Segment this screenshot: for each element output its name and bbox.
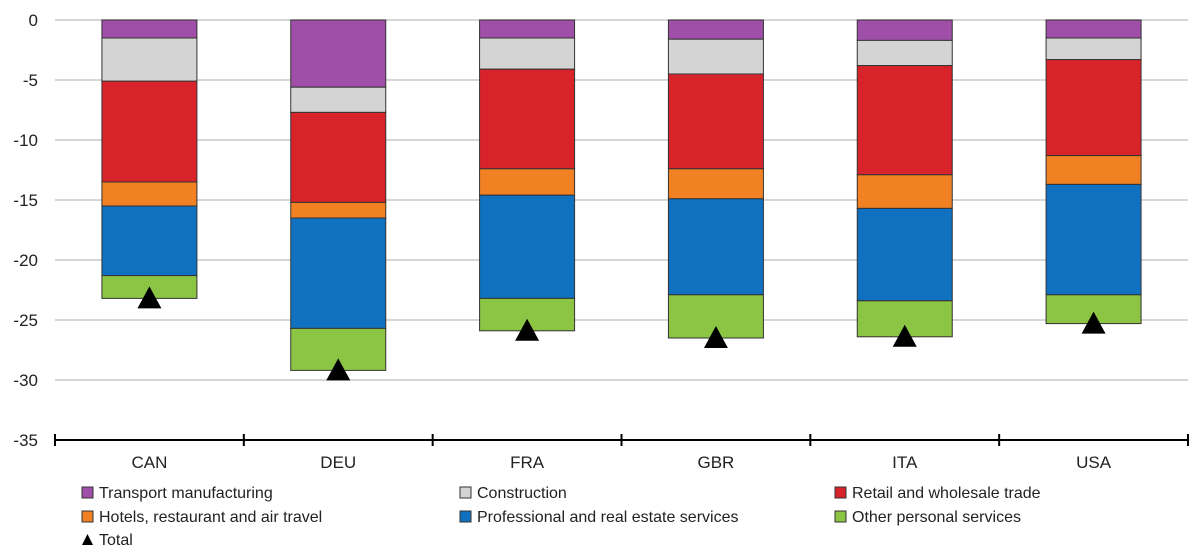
bar-segment xyxy=(479,194,576,299)
x-tick-label: GBR xyxy=(697,453,734,472)
x-tick-label: DEU xyxy=(320,453,356,472)
bar-segment xyxy=(290,217,387,329)
bar-segment xyxy=(479,19,576,39)
legend-label: Hotels, restaurant and air travel xyxy=(99,509,322,526)
legend-swatch xyxy=(81,510,94,523)
legend-swatch-triangle xyxy=(82,534,93,545)
y-tick-label: -25 xyxy=(13,311,38,330)
bar-segment xyxy=(667,168,764,200)
legend-swatch xyxy=(834,486,847,499)
bar-segment xyxy=(290,19,387,88)
bar-segment xyxy=(290,201,387,219)
legend-label: Retail and wholesale trade xyxy=(852,485,1041,502)
legend-swatch xyxy=(459,486,472,499)
y-tick-label: -5 xyxy=(23,71,38,90)
total-marker xyxy=(1081,311,1106,334)
x-tick-label: USA xyxy=(1076,453,1112,472)
bar-segment xyxy=(479,37,576,70)
total-marker xyxy=(703,326,728,348)
legend-swatch xyxy=(81,486,94,499)
bar-segment xyxy=(101,205,198,277)
bar-segment xyxy=(290,111,387,203)
y-tick-label: -30 xyxy=(13,371,38,390)
total-marker xyxy=(515,318,540,341)
y-tick-label: -10 xyxy=(13,131,38,150)
bar-segment xyxy=(101,37,198,82)
bar-segment xyxy=(856,39,953,67)
y-tick-label: -20 xyxy=(13,251,38,270)
bar-segment xyxy=(479,168,576,196)
total-marker xyxy=(326,358,351,381)
bar-segment xyxy=(1045,37,1142,61)
bar-segment xyxy=(667,73,764,170)
y-tick-label: 0 xyxy=(29,11,38,30)
bar-segment xyxy=(856,174,953,209)
legend-label: Transport manufacturing xyxy=(99,485,273,502)
y-tick-label: -35 xyxy=(13,431,38,450)
x-tick-label: ITA xyxy=(892,453,918,472)
legend-label: Total xyxy=(99,532,133,549)
bar-segment xyxy=(1045,19,1142,39)
x-tick-label: CAN xyxy=(131,453,167,472)
legend-label: Construction xyxy=(477,485,567,502)
legend-label: Other personal services xyxy=(852,509,1021,526)
legend-swatch xyxy=(834,510,847,523)
x-tick-label: FRA xyxy=(510,453,545,472)
bar-segment xyxy=(101,19,198,39)
legend-label: Professional and real estate services xyxy=(477,509,738,526)
bar-segment xyxy=(667,38,764,75)
bar-segment xyxy=(1045,155,1142,185)
bar-segment xyxy=(101,80,198,183)
legend-swatch xyxy=(459,510,472,523)
bar-segment xyxy=(290,86,387,113)
total-marker xyxy=(137,286,162,309)
bar-segment xyxy=(479,68,576,170)
bar-segment xyxy=(667,19,764,40)
total-marker xyxy=(892,324,917,347)
bar-segment xyxy=(1045,183,1142,296)
bar-segment xyxy=(856,207,953,302)
bar-segment xyxy=(667,198,764,296)
y-tick-label: -15 xyxy=(13,191,38,210)
bar-segment xyxy=(1045,59,1142,157)
bar-segment xyxy=(856,65,953,176)
bar-segment xyxy=(856,19,953,41)
bar-segment xyxy=(101,181,198,207)
